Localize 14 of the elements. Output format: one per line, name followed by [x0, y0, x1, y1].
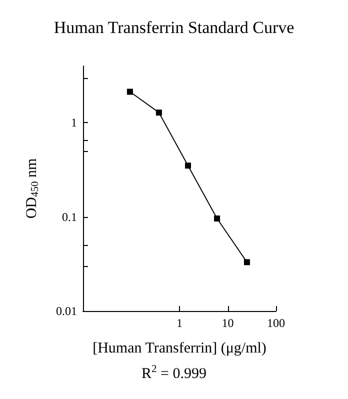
x-tick-label: 1: [176, 316, 182, 330]
y-tick-label: 0.1: [62, 210, 77, 224]
x-tick-label: 100: [267, 316, 285, 330]
point: [126, 88, 133, 95]
x-tick-label: 10: [222, 316, 234, 330]
chart-title: Human Transferrin Standard Curve: [54, 18, 294, 37]
y-tick-label: 0.01: [56, 304, 77, 318]
point: [184, 162, 191, 169]
point: [214, 216, 220, 222]
x-axis-title: [Human Transferrin] (μg/ml): [92, 340, 266, 356]
point: [156, 110, 162, 116]
y-axis-title: OD450 nm: [24, 158, 41, 219]
point: [244, 259, 250, 266]
y-tick-label: 1: [71, 116, 77, 130]
